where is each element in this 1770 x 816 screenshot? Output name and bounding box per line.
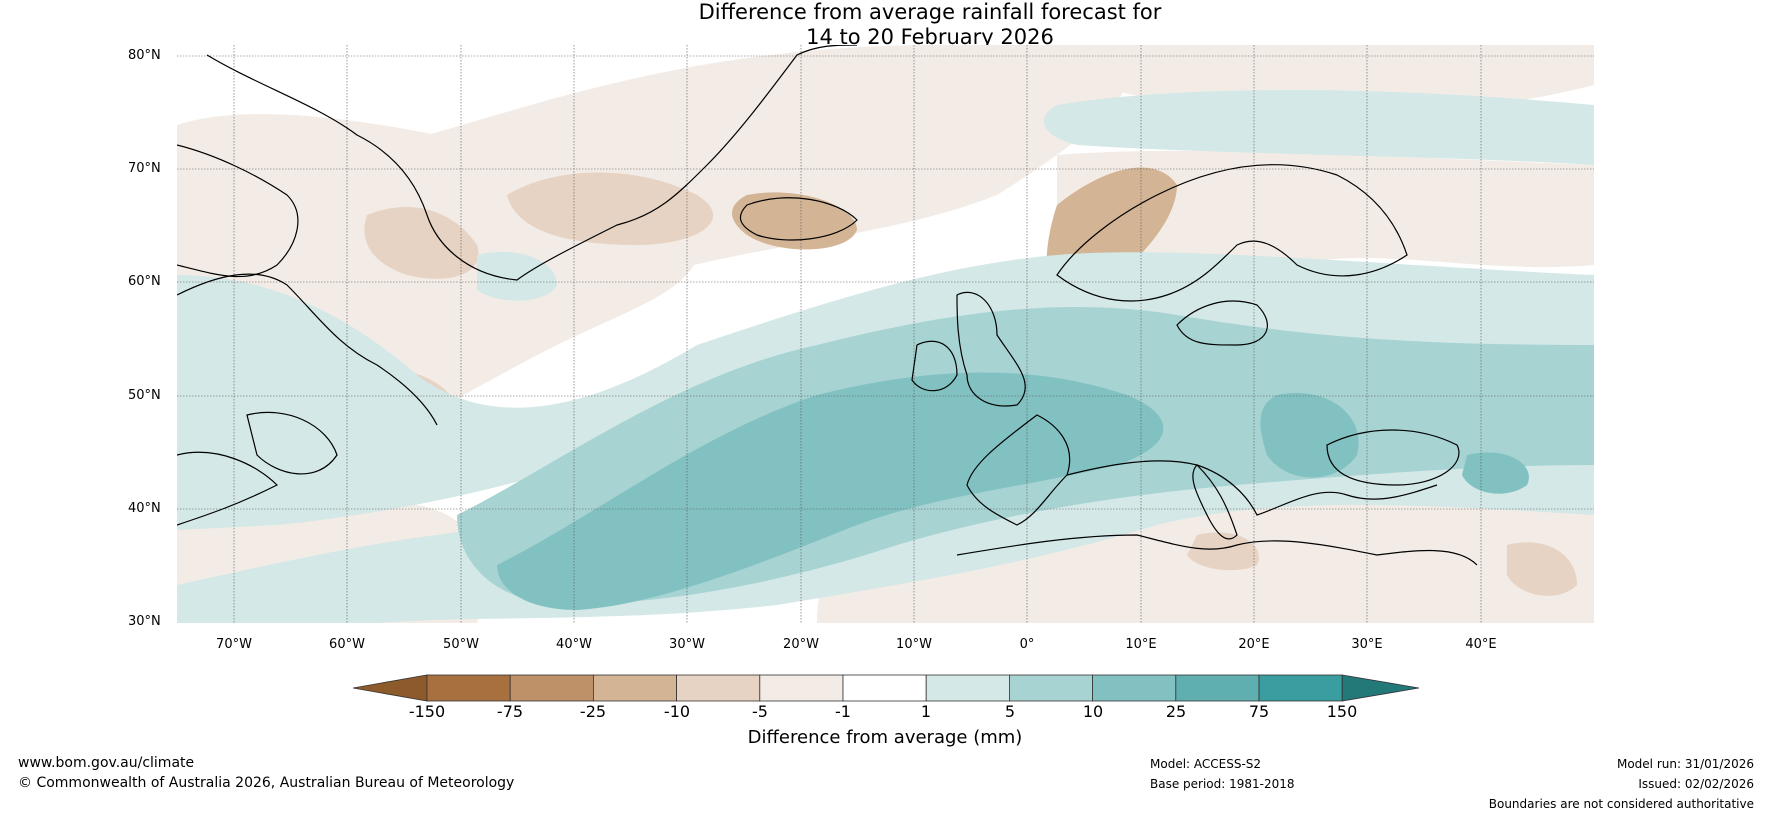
map-title: Difference from average rainfall forecas… [0,0,1770,50]
colorbar-bin-m5-m1 [759,674,844,702]
dry-patch-middle-east [1507,542,1577,596]
colorbar-bin-m25-m10 [592,674,677,702]
baltic-coast [1176,300,1268,346]
wet-patch-greenland-sea [477,251,557,301]
colorbar-bin-10-25 [1092,674,1177,702]
lon-label-60w: 60°W [329,637,365,652]
ireland-coast [911,340,958,392]
model-run-date: Model run: 31/01/2026 [1616,757,1754,771]
colorbar-tick: -10 [663,702,691,721]
lon-label-10e: 10°E [1125,637,1157,652]
us-east-coast [177,451,279,526]
wet-patch-balkans [1260,393,1359,478]
colorbar-bin-5-10 [1009,674,1094,702]
issued-date: Issued: 02/02/2026 [1638,777,1754,791]
colorbar-tick: 5 [1004,702,1016,721]
lon-label-20w: 20°W [783,637,819,652]
colorbar-bin-75-150 [1258,674,1343,702]
colorbar-tick: 1 [920,702,932,721]
colorbar-bin-25-75 [1175,674,1260,702]
colorbar-tick: 10 [1082,702,1104,721]
lat-label-30n: 30°N [128,614,161,629]
lon-label-40w: 40°W [556,637,592,652]
black-sea-coast [1326,429,1460,486]
copyright-text: © Commonwealth of Australia 2026, Austra… [18,775,515,791]
graticule [177,45,1594,623]
colorbar-tick: -150 [408,702,446,721]
dry-patch-greenland-east [507,172,714,245]
greenland-coast [206,45,858,281]
dry-patch-greenland-south [364,206,479,279]
wet-patch-barents [1043,90,1594,165]
mediterranean-north-coast [1066,460,1438,516]
lon-label-20e: 20°E [1238,637,1270,652]
lon-label-70w: 70°W [216,637,252,652]
colorbar-bin-m10-m5 [676,674,761,702]
iceland-coast [739,197,858,241]
colorbar-tick: -5 [752,702,768,721]
lat-label-60n: 60°N [128,274,161,289]
colorbar-label: Difference from average (mm) [747,727,1023,748]
lon-label-0: 0° [1019,637,1035,652]
colorbar-tick: -25 [579,702,607,721]
dry-patch-north-africa [1187,532,1259,571]
colorbar-bin-m150-m75 [426,674,511,702]
colorbar [353,674,1419,702]
anomaly-shading [177,45,1594,623]
europe-west-coast [966,414,1071,526]
colorbar-tick: 25 [1165,702,1187,721]
colorbar-bin-m1-1 [842,674,927,702]
colorbar-bin-m75-m25 [509,674,594,702]
title-line-1: Difference from average rainfall forecas… [698,0,1162,24]
coastlines [177,45,1478,566]
lat-label-80n: 80°N [128,48,161,63]
colorbar-tick: 150 [1326,702,1358,721]
lat-label-70n: 70°N [128,161,161,176]
dry-patch-iceland [732,192,857,250]
colorbar-extend-low [353,674,428,702]
scandinavia-coast [1056,163,1408,302]
wet-band-strong [497,372,1164,610]
north-africa-coast [956,534,1478,566]
lat-label-50n: 50°N [128,388,161,403]
lon-label-30e: 30°E [1351,637,1383,652]
colorbar-tick: -75 [496,702,524,721]
rainfall-anomaly-map [177,45,1594,623]
map-svg [177,45,1594,623]
lon-label-30w: 30°W [669,637,705,652]
britain-coast [956,291,1026,407]
colorbar-tick: 75 [1248,702,1270,721]
lon-label-40e: 40°E [1465,637,1497,652]
colorbar-bin-1-5 [925,674,1010,702]
lon-label-10w: 10°W [896,637,932,652]
boundaries-disclaimer: Boundaries are not considered authoritat… [1488,797,1754,811]
lon-label-50w: 50°W [443,637,479,652]
newfoundland-coast [246,411,338,475]
colorbar-tick: -1 [835,702,851,721]
website-link[interactable]: www.bom.gov.au/climate [18,755,195,771]
wet-patch-caspian [1462,452,1529,494]
labrador-coast [177,273,438,426]
italy-coast [1192,464,1238,540]
colorbar-extend-high [1341,674,1419,702]
model-name: Model: ACCESS-S2 [1150,757,1262,771]
lat-label-40n: 40°N [128,501,161,516]
base-period: Base period: 1981-2018 [1150,777,1295,791]
